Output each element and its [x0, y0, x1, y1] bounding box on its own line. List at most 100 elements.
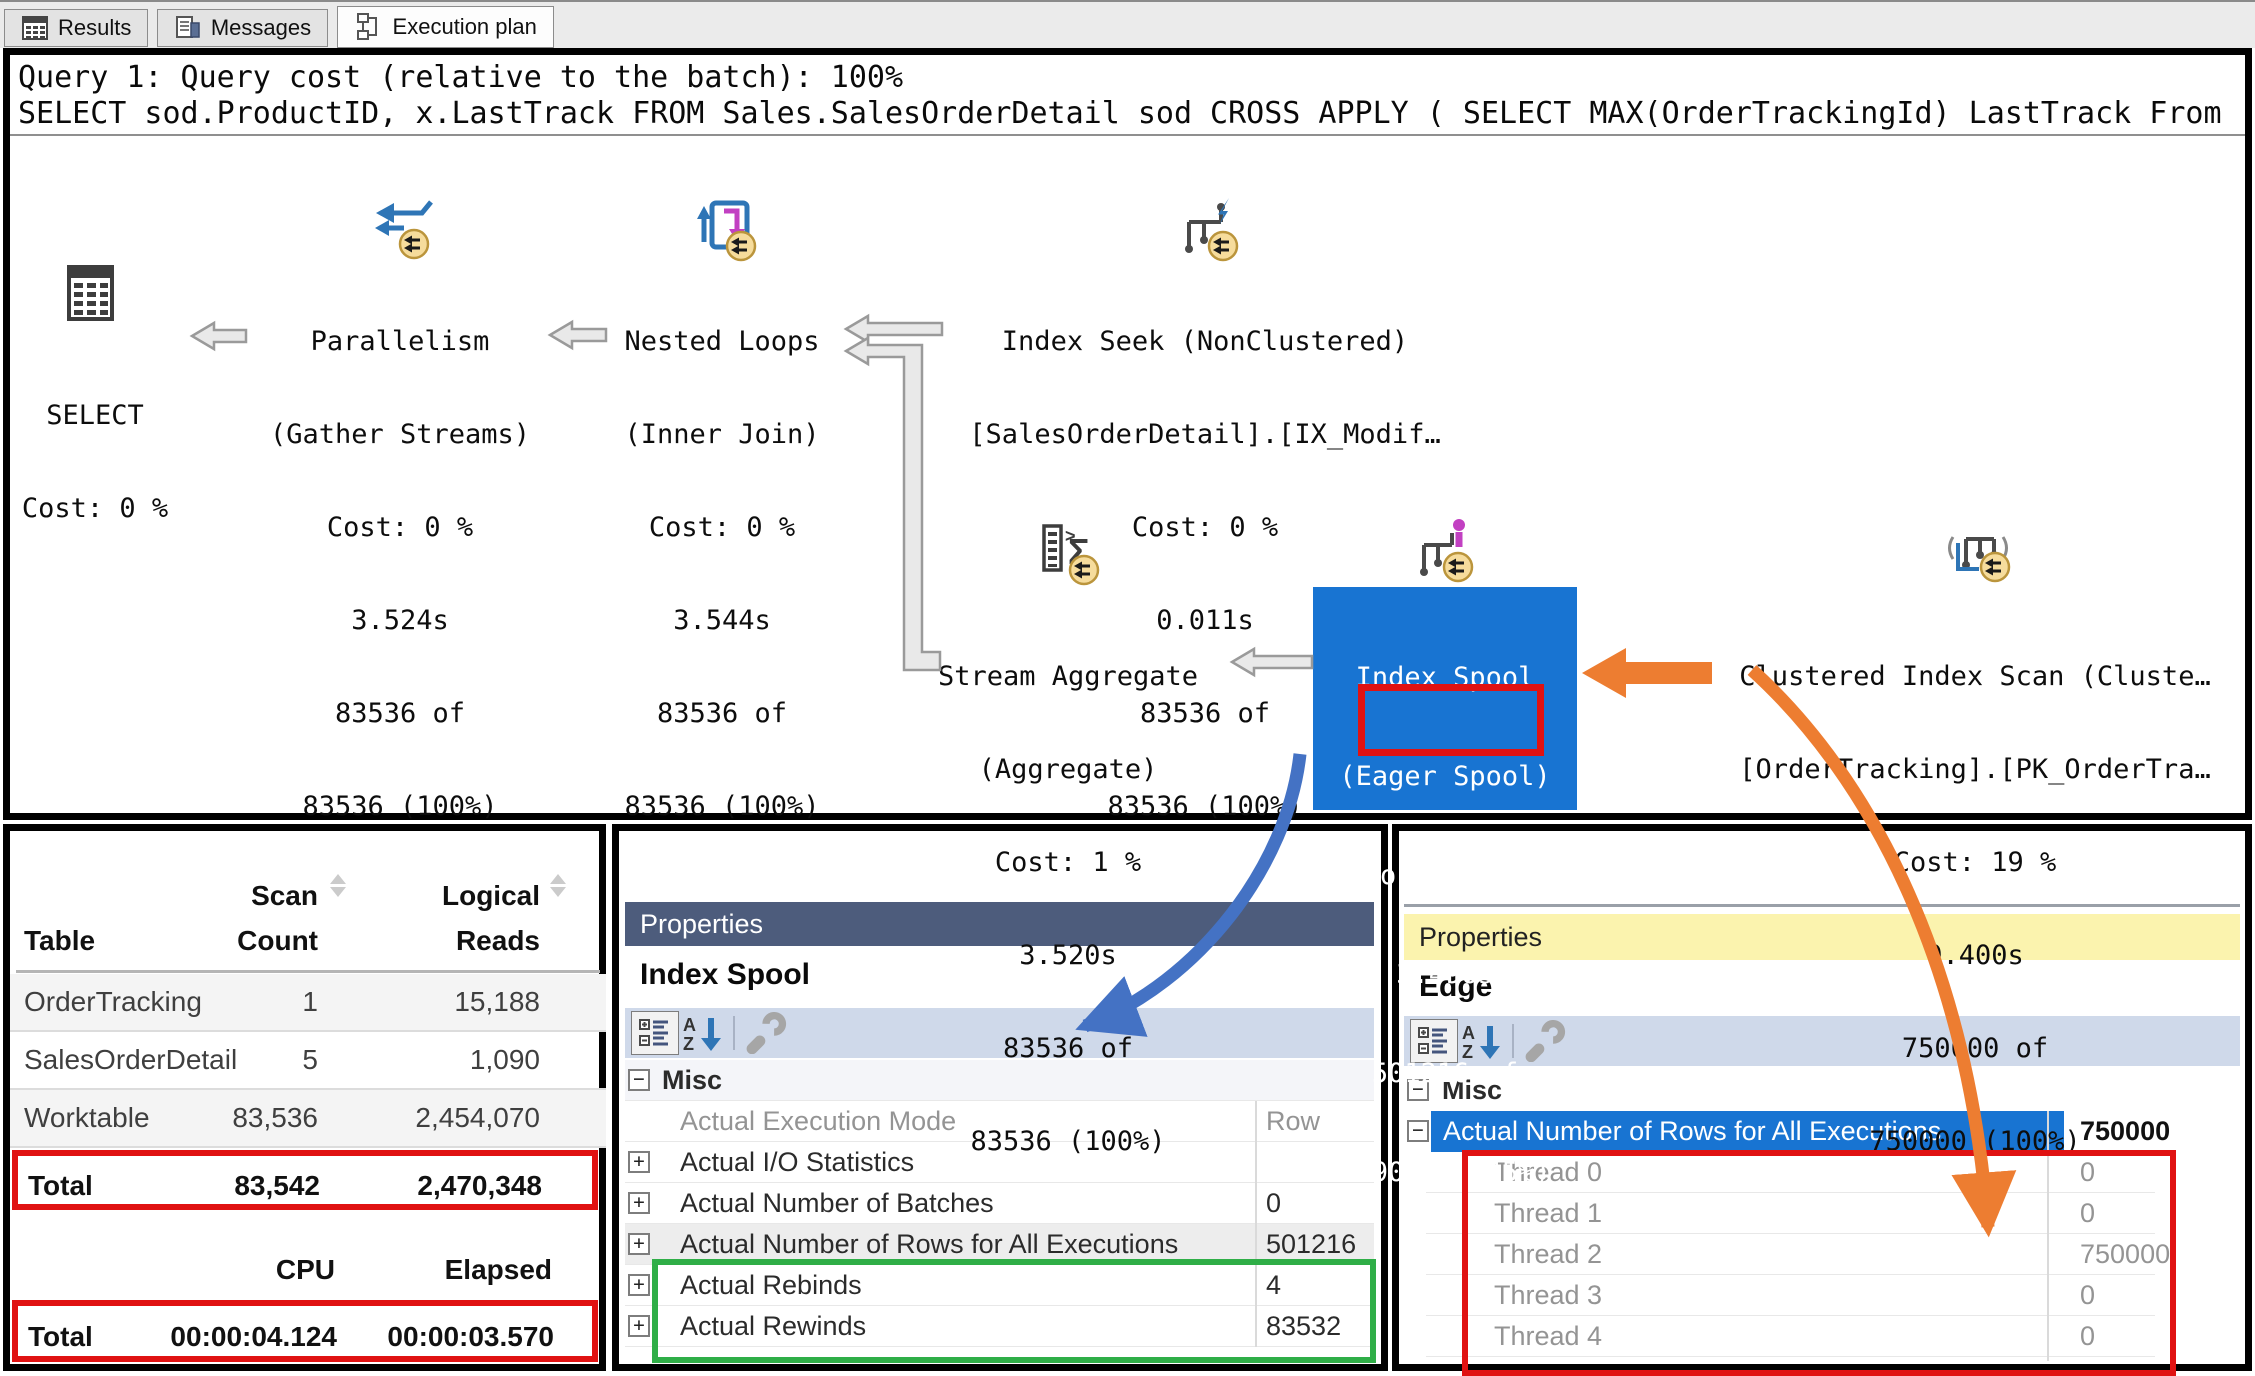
properties-row-actual-rebinds[interactable]: + Actual Rebinds 4 [625, 1265, 1374, 1306]
results-grid-icon [22, 16, 48, 40]
index-seek-icon[interactable] [1177, 196, 1239, 262]
header-rule [16, 970, 600, 973]
thread-label: Thread 1 [1494, 1198, 1603, 1228]
svg-text:Z: Z [683, 1034, 694, 1053]
select-result-icon[interactable] [62, 262, 118, 326]
node-title: Parallelism [310, 326, 490, 357]
properties-row-actual-rewinds[interactable]: + Actual Rewinds 83532 [625, 1306, 1374, 1347]
node-cost: Cost: 0 % [21, 493, 169, 524]
sort-icon-scan-count[interactable] [330, 874, 346, 897]
collapse-icon[interactable]: − [1407, 1079, 1429, 1101]
node-subtitle: (Eager Spool) [1339, 761, 1551, 792]
expand-icon[interactable]: + [628, 1274, 650, 1296]
properties-section-misc[interactable]: − Misc [625, 1060, 1374, 1101]
expand-icon[interactable]: + [628, 1151, 650, 1173]
properties-row-actual-number-of-batches[interactable]: + Actual Number of Batches 0 [625, 1183, 1374, 1224]
properties-title: Properties [1419, 921, 1543, 952]
node-title: Index Seek (NonClustered) [1001, 326, 1409, 357]
cell-reads: 15,188 [454, 986, 540, 1017]
plan-node-select[interactable]: SELECT Cost: 0 % [0, 338, 195, 586]
cell-scan: 83,536 [232, 1102, 318, 1133]
total-row-red-box: Total 83,542 2,470,348 [12, 1150, 598, 1210]
index-spool-icon[interactable] [1412, 517, 1474, 583]
annotation-green-box-rebinds-rewinds [652, 1259, 1376, 1363]
node-cost: Cost: 0 % [1131, 512, 1279, 543]
wrench-button[interactable] [743, 1012, 789, 1054]
node-cost: Cost: 0 % [648, 512, 796, 543]
categorized-view-button[interactable] [1410, 1019, 1458, 1063]
tab-execution-plan-label: Execution plan [392, 14, 537, 39]
plan-node-stream-aggregate[interactable]: Stream Aggregate (Aggregate) Cost: 1 % 3… [898, 599, 1238, 1219]
col-header-elapsed: Elapsed [444, 1254, 552, 1285]
node-time: 0.011s [1156, 605, 1254, 636]
node-cost: Cost: 1 % [994, 847, 1142, 878]
execution-plan-panel: Query 1: Query cost (relative to the bat… [0, 48, 2252, 1188]
sort-icon-logical-reads[interactable] [550, 874, 566, 897]
plan-node-index-spool-highlighted[interactable]: Index Spool (Eager Spool) Cost: 79 % 3.4… [1313, 587, 1577, 1188]
categorized-view-button[interactable] [631, 1011, 679, 1055]
col-header-table: Table [24, 925, 96, 956]
tab-execution-plan[interactable]: Execution plan [336, 6, 554, 48]
tab-messages[interactable]: Messages [156, 9, 329, 47]
node-subtitle: (Gather Streams) [269, 419, 531, 450]
properties-object-name: Index Spool [640, 958, 811, 991]
node-subtitle: [SalesOrderDetail].[IX_Modif… [969, 419, 1441, 450]
nested-loops-icon[interactable] [697, 196, 759, 262]
cell-scan: 5 [302, 1044, 318, 1075]
properties-row-thread-4[interactable]: Thread 4 0 [1426, 1316, 2155, 1357]
clustered-index-scan-icon[interactable] [1945, 517, 2011, 583]
parallelism-icon[interactable] [372, 196, 434, 262]
execution-plan-icon [356, 13, 377, 40]
tab-results[interactable]: Results [4, 9, 149, 47]
wrench-button[interactable] [1522, 1020, 1568, 1062]
query-sql-text: SELECT sod.ProductID, x.LastTrack FROM S… [18, 96, 2222, 131]
collapse-icon[interactable]: − [1407, 1120, 1429, 1142]
svg-text:A: A [683, 1015, 696, 1035]
expand-icon[interactable]: + [628, 1192, 650, 1214]
expand-icon[interactable]: + [628, 1315, 650, 1337]
node-title: Stream Aggregate [937, 661, 1199, 692]
plan-node-nested-loops[interactable]: Nested Loops (Inner Join) Cost: 0 % 3.54… [552, 264, 892, 884]
messages-icon [175, 16, 200, 38]
properties-title: Properties [640, 908, 764, 939]
properties-row-thread-1[interactable]: Thread 1 0 [1426, 1193, 2155, 1234]
query-cost-text: Query 1: Query cost (relative to the bat… [18, 60, 904, 95]
total-elapsed: 00:00:03.570 [387, 1321, 554, 1352]
col-header-count: Count [237, 925, 318, 956]
plan-node-clustered-index-scan[interactable]: Clustered Index Scan (Cluste… [OrderTrac… [1685, 599, 2255, 1219]
stream-aggregate-icon[interactable]: > Σ [1038, 520, 1100, 586]
properties-row-actual-execution-mode[interactable]: Actual Execution Mode Row [625, 1101, 1374, 1142]
node-subtitle: [OrderTracking].[PK_OrderTra… [1739, 754, 2211, 785]
properties-row-actual-rows-all-executions[interactable]: + Actual Number of Rows for All Executio… [625, 1224, 1374, 1265]
node-cost: Cost: 79 % [1363, 860, 1527, 891]
property-label: Actual Rewinds [680, 1311, 867, 1341]
node-rows: 83536 of [334, 698, 466, 729]
properties-section-misc[interactable]: − Misc [1404, 1070, 2154, 1111]
properties-row-thread-2[interactable]: Thread 2 750000 [1426, 1234, 2170, 1275]
property-label: Actual Number of Batches [680, 1188, 994, 1218]
properties-row-actual-io-statistics[interactable]: + Actual I/O Statistics [625, 1142, 1374, 1183]
node-title: SELECT [46, 400, 144, 431]
property-label: Actual Execution Mode [680, 1106, 957, 1136]
table-row: OrderTracking 1 15,188 [10, 974, 606, 1032]
plan-node-parallelism[interactable]: Parallelism (Gather Streams) Cost: 0 % 3… [230, 264, 570, 884]
table-row: Worktable 83,536 2,454,070 [10, 1090, 606, 1148]
node-rows-total: 83536 (100%) [302, 791, 498, 822]
collapse-icon[interactable]: − [628, 1069, 650, 1091]
cell-scan: 1 [302, 986, 318, 1017]
thread-value: 0 [2080, 1198, 2096, 1228]
node-rows: 83536 of [1139, 698, 1271, 729]
properties-row-thread-3[interactable]: Thread 3 0 [1426, 1275, 2155, 1316]
expand-icon[interactable]: + [628, 1233, 650, 1255]
node-time: 3.496s [1396, 959, 1494, 990]
property-value: 750000 [2080, 1116, 2171, 1146]
node-time: 3.524s [351, 605, 449, 636]
property-label: Actual Rebinds [680, 1270, 862, 1300]
total-label: Total [28, 1321, 93, 1352]
toolbar-separator [733, 1016, 735, 1050]
statistics-io-table-panel: Table Scan Count Logical Reads OrderTrac… [3, 824, 606, 1371]
